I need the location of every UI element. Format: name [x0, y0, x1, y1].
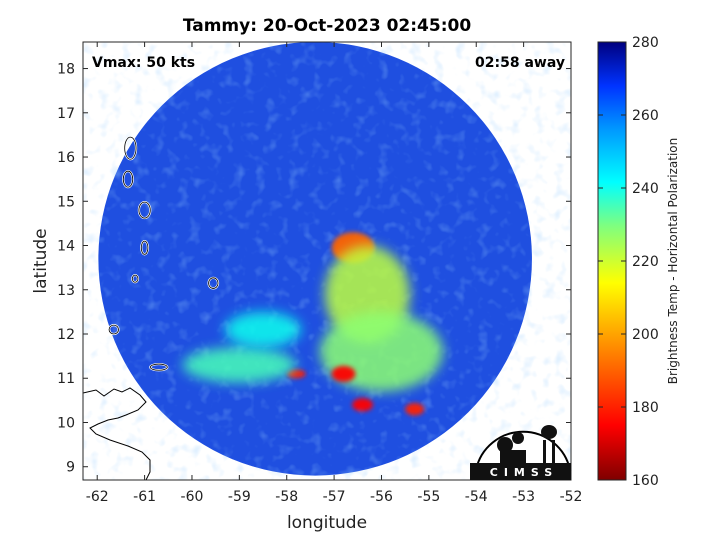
island-coast-5 — [208, 277, 219, 289]
logo-text: CIMSS — [490, 466, 558, 479]
colorbar-tick-label: 260 — [632, 108, 659, 124]
x-tick-label: -52 — [560, 489, 583, 505]
colorbar-ticks: 280 260 240 220 200 180 160 — [598, 35, 659, 489]
y-axis: 9 10 11 12 13 14 15 16 17 18 — [57, 62, 571, 476]
colorbar-tick-label: 280 — [632, 35, 659, 51]
x-tick-label: -55 — [417, 489, 440, 505]
plot-area: -62 -61 -60 -59 -58 -57 -56 -55 -54 -53 -52 9 10 11 1… — [57, 41, 583, 505]
swath-texture — [98, 42, 532, 476]
x-tick-label: -60 — [181, 489, 204, 505]
logo-banner — [470, 463, 571, 480]
y-axis-label: latitude — [31, 228, 51, 293]
logo-tower-tank — [541, 425, 557, 439]
colorbar-tick-label: 180 — [632, 400, 659, 416]
warm-region-6 — [352, 398, 373, 412]
island-coast-6 — [108, 324, 119, 335]
island-coast-1 — [122, 170, 134, 188]
island-coast-7 — [149, 363, 168, 371]
warm-region-8 — [225, 311, 301, 348]
time-away-annotation: 02:58 away — [475, 55, 565, 71]
island-coastlines — [107, 136, 220, 372]
warm-regions — [182, 232, 444, 416]
warm-region-3 — [331, 365, 356, 382]
y-tick-label: 17 — [57, 106, 75, 122]
y-tick-label: 9 — [66, 460, 75, 476]
x-axis-label: longitude — [287, 513, 367, 533]
y-tick-label: 11 — [57, 371, 75, 387]
x-tick-label: -58 — [275, 489, 298, 505]
colorbar-tick-label: 200 — [632, 327, 659, 343]
colorbar-tick-label: 240 — [632, 181, 659, 197]
y-tick-label: 18 — [57, 62, 75, 78]
coastline-south-america — [83, 387, 151, 480]
island-coast-0 — [124, 136, 137, 160]
y-tick-label: 16 — [57, 150, 75, 166]
logo-dish-center — [512, 432, 524, 444]
x-tick-label: -62 — [86, 489, 109, 505]
vmax-annotation: Vmax: 50 kts — [92, 55, 195, 71]
y-tick-label: 13 — [57, 283, 75, 299]
x-tick-label: -53 — [512, 489, 535, 505]
colorbar-tick-label: 220 — [632, 254, 659, 270]
logo-tower-leg — [552, 440, 555, 464]
island-coast-4 — [131, 274, 139, 283]
y-tick-label: 12 — [57, 327, 75, 343]
x-tick-label: -54 — [465, 489, 488, 505]
y-tick-label: 10 — [57, 415, 75, 431]
x-tick-label: -56 — [370, 489, 393, 505]
y-tick-label: 14 — [57, 239, 75, 255]
figure-title: Tammy: 20-Oct-2023 02:45:00 — [183, 16, 471, 36]
logo-dish-left — [497, 437, 513, 453]
colorbar-label: Brightness Temp - Horizontal Polarizatio… — [666, 138, 680, 385]
y-tick-label: 15 — [57, 194, 75, 210]
logo-tower-leg — [543, 440, 546, 464]
colorbar-tick-label: 160 — [632, 473, 659, 489]
x-tick-label: -59 — [228, 489, 251, 505]
logo-building — [500, 450, 526, 464]
x-tick-label: -57 — [323, 489, 346, 505]
warm-region-7 — [182, 347, 297, 383]
island-coast-3 — [140, 240, 149, 255]
x-tick-label: -61 — [133, 489, 156, 505]
colorbar: 280 260 240 220 200 180 160 Brightness Temp - … — [597, 35, 680, 489]
cimss-logo: CIMSS — [470, 425, 572, 480]
warm-region-5 — [405, 403, 425, 416]
plot-frame — [82, 41, 572, 481]
island-coast-2 — [138, 201, 151, 219]
x-axis: -62 -61 -60 -59 -58 -57 -56 -55 -54 -53 -52 — [86, 42, 583, 505]
